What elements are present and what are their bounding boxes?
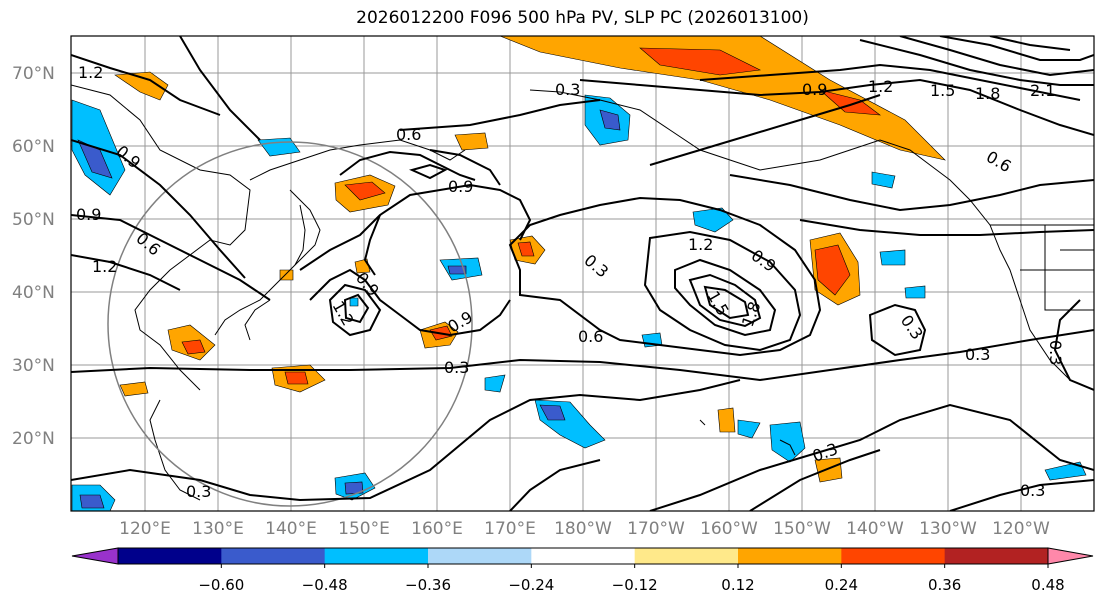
contour-label: 0.3 <box>1046 340 1065 365</box>
contour-label: 0.3 <box>444 358 469 377</box>
colorbar-segment <box>634 548 739 564</box>
lon-label: 170°E <box>484 519 536 539</box>
contour-label: 0.9 <box>76 205 101 224</box>
lat-label: 30°N <box>12 356 55 376</box>
colorbar-tick-label: 0.36 <box>928 576 961 594</box>
colorbar-extend-high <box>1047 547 1094 565</box>
longitude-labels: 120°E 130°E 140°E 150°E 160°E 170°E 180°… <box>119 519 1050 539</box>
lon-label: 170°W <box>627 519 685 539</box>
lon-label: 180°W <box>554 519 612 539</box>
map-title: 2026012200 F096 500 hPa PV, SLP PC (2026… <box>356 8 809 28</box>
colorbar-tick-label: 0.24 <box>825 576 858 594</box>
contour-label: 2.1 <box>1030 81 1055 100</box>
colorbar-tick-label: −0.36 <box>405 576 451 594</box>
lon-label: 160°E <box>411 519 463 539</box>
colorbar-tick-label: 0.12 <box>721 576 754 594</box>
contour-label: 0.3 <box>555 80 580 99</box>
lon-label: 120°E <box>119 519 171 539</box>
contour-label: 0.3 <box>1020 481 1045 500</box>
contour-label: 1.2 <box>688 235 713 254</box>
colorbar-segment <box>221 548 326 564</box>
colorbar-segment <box>428 548 532 564</box>
colorbar-tick-label: −0.48 <box>302 576 348 594</box>
contour-label: 1.2 <box>78 63 103 82</box>
lat-label: 70°N <box>12 64 55 84</box>
contour-label: 0.6 <box>396 125 421 144</box>
coastlines <box>71 84 1094 501</box>
lon-label: 150°W <box>773 519 831 539</box>
radius-circle <box>107 141 473 507</box>
lat-label: 40°N <box>12 283 55 303</box>
colorbar-segment <box>841 548 946 564</box>
contour-label: 0.9 <box>802 80 827 99</box>
colorbar-segment <box>118 548 222 564</box>
pv-shading <box>71 36 1087 511</box>
contour-label: 0.3 <box>186 482 211 501</box>
lon-label: 130°E <box>192 519 244 539</box>
lon-label: 140°E <box>265 519 317 539</box>
lat-label: 60°N <box>12 137 55 157</box>
colorbar-segment <box>531 548 636 564</box>
colorbar-segment <box>944 548 1049 564</box>
lat-label: 20°N <box>12 429 55 449</box>
contour-label: 1.2 <box>868 77 893 96</box>
contour-label: 0.6 <box>578 327 603 346</box>
contour-label: 0.9 <box>448 177 473 196</box>
contour-label: 1.5 <box>930 81 955 100</box>
contour-label: 1.2 <box>92 257 117 276</box>
colorbar-segment <box>324 548 429 564</box>
map-border <box>70 35 1095 512</box>
colorbar-tick-label: −0.24 <box>508 576 554 594</box>
colorbar-tick-label: −0.60 <box>198 576 244 594</box>
lon-label: 140°W <box>846 519 904 539</box>
lat-label: 50°N <box>12 210 55 230</box>
lon-label: 120°W <box>992 519 1050 539</box>
colorbar-extend-low <box>71 547 119 565</box>
lon-label: 160°W <box>700 519 758 539</box>
colorbar-tick-label: 0.48 <box>1031 576 1064 594</box>
colorbar: −0.60 −0.48 −0.36 −0.24 −0.12 0.12 0.24 0.36 0.4… <box>71 547 1094 594</box>
latitude-labels: 70°N 60°N 50°N 40°N 30°N 20°N <box>12 64 55 449</box>
lon-label: 150°E <box>338 519 390 539</box>
colorbar-border <box>117 547 1049 565</box>
contour-label: 0.3 <box>965 345 990 364</box>
lon-label: 130°W <box>919 519 977 539</box>
contour-label: 1.8 <box>975 84 1000 103</box>
colorbar-segment <box>738 548 842 564</box>
colorbar-tick-label: −0.12 <box>612 576 658 594</box>
slp-contours <box>71 36 1094 511</box>
